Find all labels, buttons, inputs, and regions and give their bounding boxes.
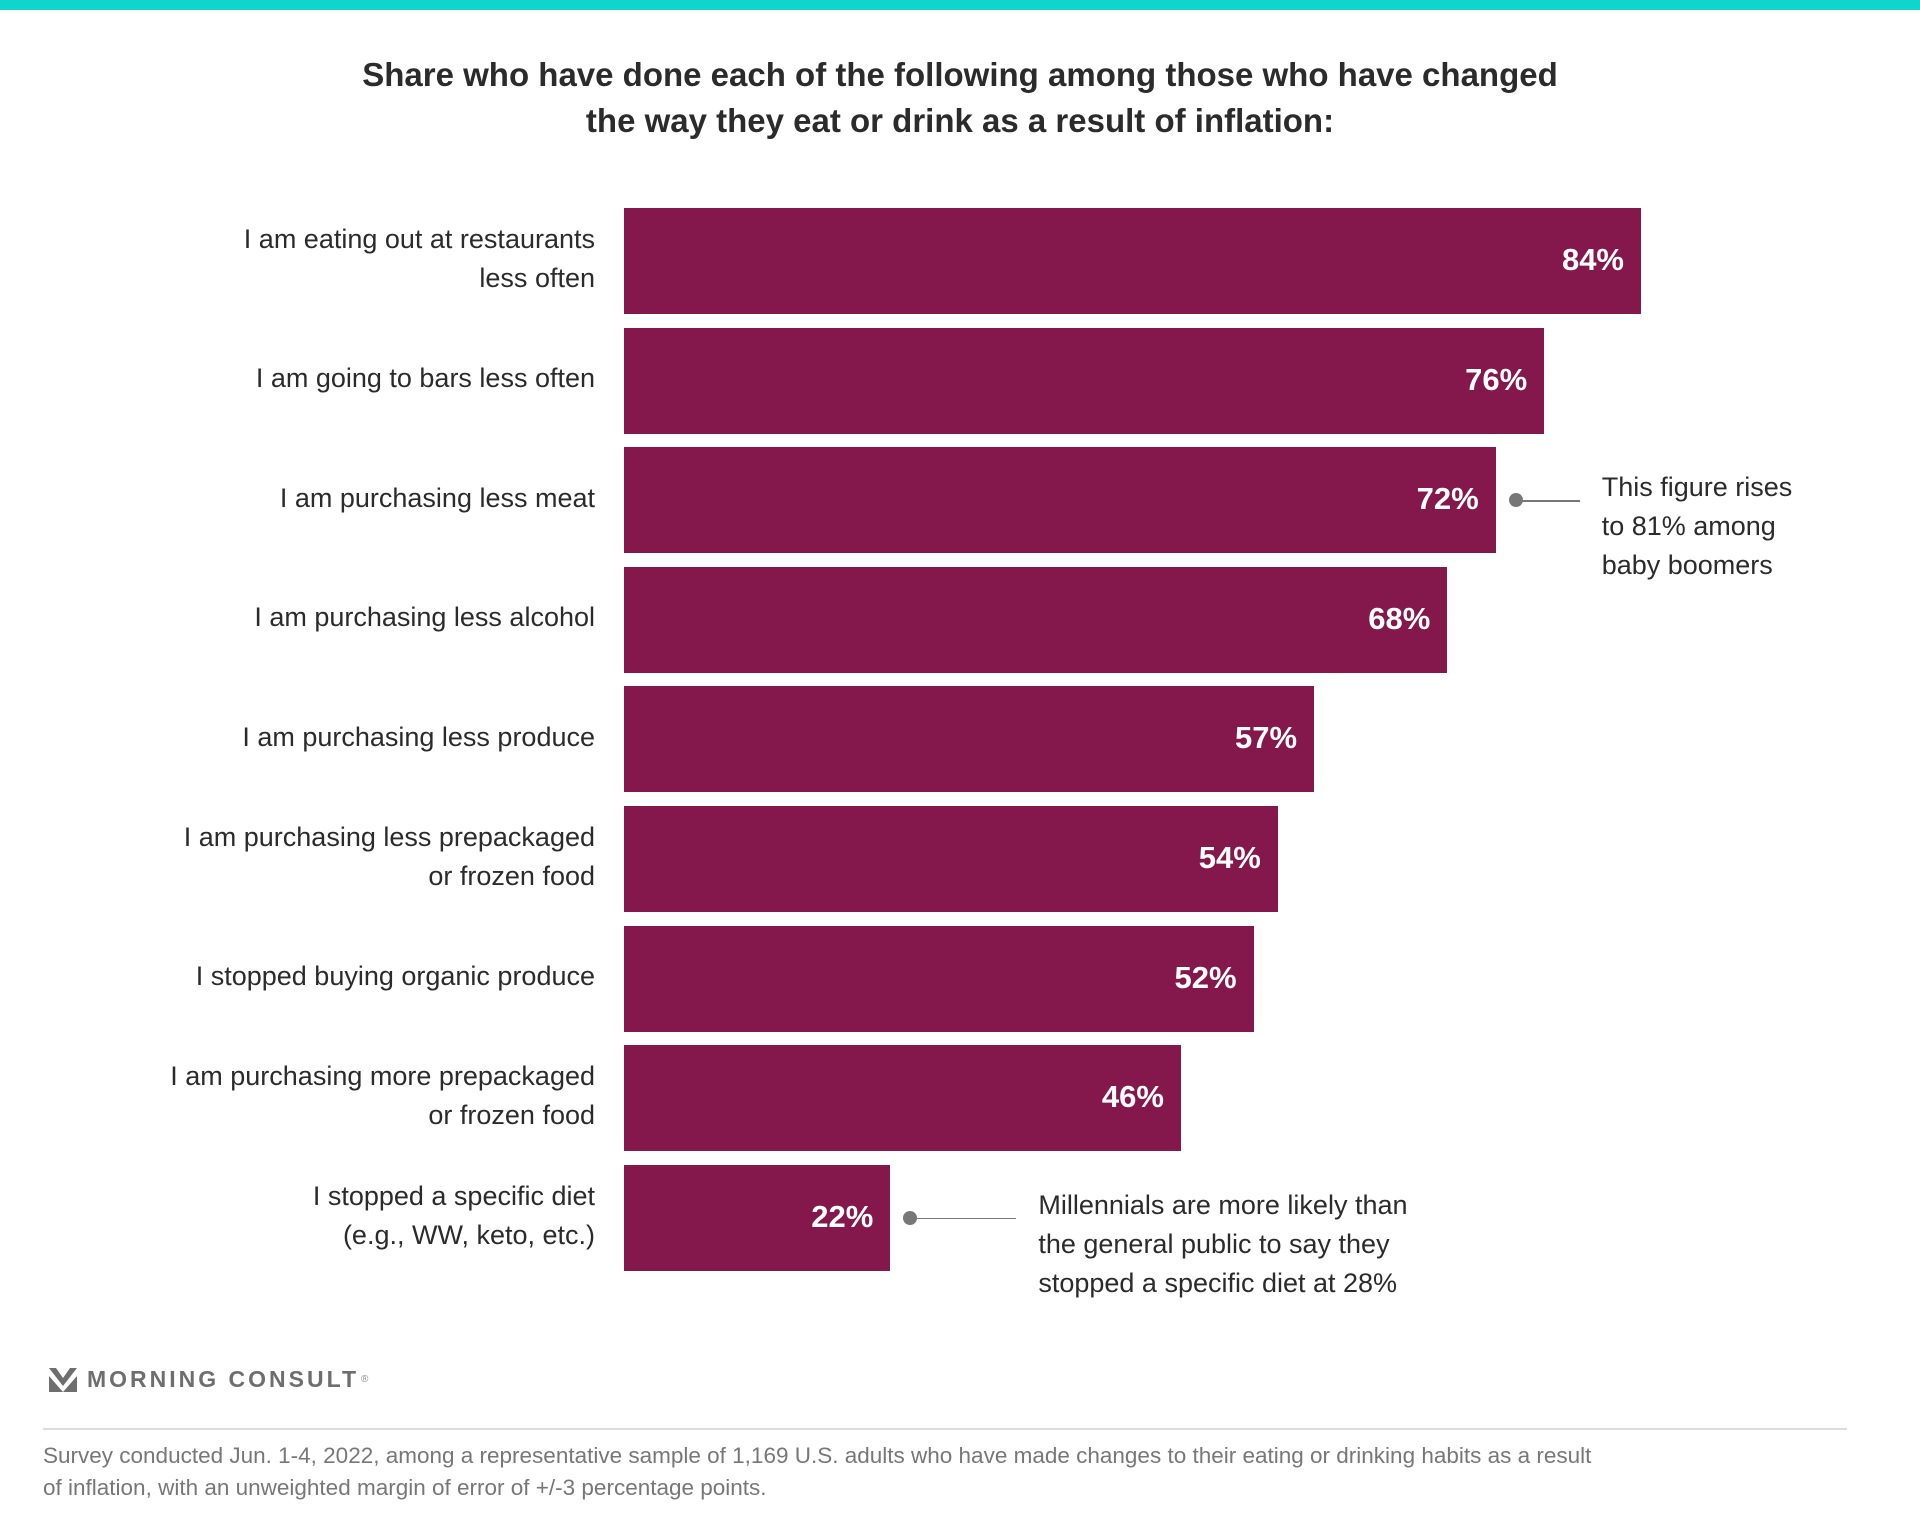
category-label-line: I am purchasing more prepackaged xyxy=(170,1061,595,1092)
value-label: 72% xyxy=(1416,481,1479,517)
value-label: 84% xyxy=(1561,242,1624,277)
value-label: 22% xyxy=(811,1198,874,1234)
value-label: 54% xyxy=(1198,840,1261,875)
bar xyxy=(624,806,1278,912)
annotation-text-line: baby boomers xyxy=(1601,550,1773,581)
category-label-line: (e.g., WW, keto, etc.) xyxy=(342,1219,595,1250)
bar xyxy=(624,925,1254,1032)
category-label: I am purchasing less produce xyxy=(35,718,595,757)
annotation-text-line: to 81% among xyxy=(1601,511,1776,542)
bar xyxy=(624,208,1641,314)
footnote-line-1: Survey conducted Jun. 1-4, 2022, among a… xyxy=(43,1443,1592,1468)
category-label-line: I stopped a specific diet xyxy=(312,1180,595,1211)
annotation-text-line: stopped a specific diet at 28% xyxy=(1038,1267,1398,1298)
chart-title-line-2: the way they eat or drink as a result of… xyxy=(585,102,1335,139)
annotation-leader-line xyxy=(1515,500,1580,502)
category-label-line: I am purchasing less produce xyxy=(242,721,595,752)
annotation-text-line: the general public to say they xyxy=(1038,1228,1390,1259)
footer-divider xyxy=(43,1428,1847,1430)
footnote: Survey conducted Jun. 1-4, 2022, among a… xyxy=(43,1440,1863,1504)
bar xyxy=(624,566,1448,673)
category-label-line: or frozen food xyxy=(428,861,595,891)
value-label: 57% xyxy=(1235,720,1298,756)
bar xyxy=(624,1045,1181,1152)
morning-consult-logo-icon xyxy=(49,1367,77,1392)
category-label-line: I am purchasing less prepackaged xyxy=(183,822,595,852)
bar xyxy=(624,1164,891,1271)
bar xyxy=(624,327,1545,434)
category-label: I stopped buying organic produce xyxy=(35,957,595,996)
top-accent-bar xyxy=(0,0,1920,10)
category-label: I am purchasing less alcohol xyxy=(35,598,595,637)
category-label-line: I am purchasing less meat xyxy=(279,482,595,513)
category-label: I am purchasing less meat xyxy=(35,479,595,518)
footnote-line-2: of inflation, with an unweighted margin … xyxy=(43,1475,767,1500)
annotation-leader-line xyxy=(910,1217,1017,1220)
bar xyxy=(624,686,1315,793)
annotation-text-line: This figure rises xyxy=(1601,472,1793,503)
bar-chart: I am eating out at restaurants less often… xyxy=(35,208,1793,1303)
annotation-text-line: Millennials are more likely than xyxy=(1038,1189,1408,1220)
category-label-line: I am going to bars less often xyxy=(255,363,595,394)
category-label-line: I am eating out at restaurants xyxy=(243,224,595,254)
value-label: 46% xyxy=(1101,1079,1164,1115)
logo-text: MORNING CONSULT xyxy=(87,1366,360,1392)
chart-title: Share who have done each of the followin… xyxy=(0,52,1920,144)
morning-consult-logo: MORNING CONSULT ® xyxy=(49,1366,368,1393)
category-label-line: I stopped buying organic produce xyxy=(195,961,595,992)
annotation-text: Millennials are more likely than the gene… xyxy=(1038,1186,1407,1303)
category-label: I am eating out at restaurants less often xyxy=(35,220,595,298)
value-label: 52% xyxy=(1174,959,1237,995)
category-label: I am purchasing less prepackaged or froze… xyxy=(35,818,595,896)
value-label: 68% xyxy=(1368,600,1431,636)
chart-title-line-1: Share who have done each of the followin… xyxy=(362,56,1558,93)
category-label-line: or frozen food xyxy=(428,1100,595,1131)
category-label: I am going to bars less often xyxy=(35,359,595,398)
category-label-line: I am purchasing less alcohol xyxy=(254,602,595,633)
logo-registered-mark: ® xyxy=(361,1374,369,1385)
category-label: I stopped a specific diet (e.g., WW, keto… xyxy=(35,1177,595,1255)
category-label-line: less often xyxy=(479,263,595,293)
annotation-text: This figure rises to 81% among baby boomer… xyxy=(1602,468,1793,585)
bar xyxy=(624,447,1496,554)
category-label: I am purchasing more prepackaged or froze… xyxy=(35,1057,595,1135)
value-label: 76% xyxy=(1465,361,1528,397)
